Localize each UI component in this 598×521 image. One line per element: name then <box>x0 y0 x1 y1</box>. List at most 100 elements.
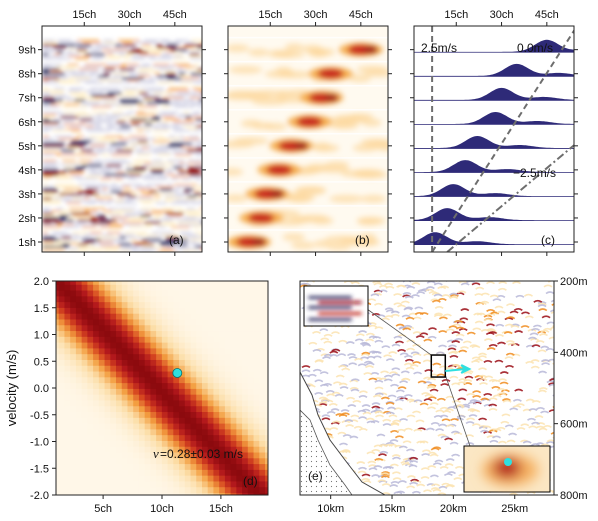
misfit-cell <box>196 411 203 418</box>
misfit-cell <box>138 457 146 465</box>
misfit-cell <box>253 492 261 495</box>
misfit-cell <box>127 422 135 430</box>
misfit-cell <box>173 486 181 493</box>
amplitude-envelope <box>414 136 574 149</box>
misfit-cell <box>161 457 169 465</box>
misfit-cell <box>98 463 106 470</box>
misfit-cell <box>259 393 266 401</box>
trace-segment <box>187 166 202 169</box>
misfit-cell <box>110 376 118 384</box>
misfit-cell <box>265 411 268 418</box>
misfit-cell <box>224 486 232 493</box>
energy-haze <box>248 48 270 57</box>
misfit-cell <box>64 411 72 418</box>
trace-segment <box>198 99 202 102</box>
reflector-segment <box>553 472 554 475</box>
trace-segment <box>76 113 92 116</box>
misfit-cell <box>190 301 198 308</box>
misfit-cell <box>75 306 83 314</box>
misfit-cell <box>259 335 266 343</box>
misfit-cell <box>144 457 152 465</box>
misfit-cell <box>110 486 118 493</box>
misfit-cell <box>70 301 77 308</box>
misfit-cell <box>224 382 232 389</box>
misfit-cell <box>230 301 238 308</box>
trace-segment <box>42 214 59 217</box>
misfit-cell <box>75 428 83 436</box>
trace-segment <box>173 166 183 169</box>
trace-segment <box>68 89 81 92</box>
misfit-cell <box>184 306 192 314</box>
misfit-cell <box>121 295 129 303</box>
misfit-cell <box>144 463 152 470</box>
misfit-cell <box>173 416 181 424</box>
misfit-cell <box>161 393 169 401</box>
trace-segment <box>91 120 113 123</box>
reflector-segment <box>406 485 416 489</box>
misfit-cell <box>201 468 209 476</box>
reflector-segment <box>433 282 443 286</box>
misfit-cell <box>224 492 232 495</box>
reflector-segment <box>449 296 459 300</box>
trace-segment <box>72 231 89 234</box>
misfit-cell <box>167 382 175 389</box>
misfit-cell <box>247 289 255 297</box>
reflector-segment <box>489 294 499 298</box>
misfit-cell <box>265 353 268 360</box>
reflector-segment <box>367 460 377 464</box>
misfit-cell <box>127 358 135 366</box>
reflector-segment <box>345 341 355 345</box>
trace-segment <box>66 51 73 53</box>
reflector-segment <box>349 379 359 383</box>
trace-segment <box>175 68 183 70</box>
panel-d-x-tick-labels: 5ch 10ch 15ch <box>94 503 233 515</box>
misfit-cell <box>179 295 186 303</box>
misfit-cell <box>259 399 266 407</box>
trace-segment <box>160 125 180 128</box>
misfit-cell <box>75 335 83 343</box>
trace-segment <box>141 63 152 66</box>
reflector-segment <box>415 419 425 423</box>
misfit-cell <box>127 428 135 436</box>
trace-segment <box>95 46 110 49</box>
trace-segment <box>42 79 49 82</box>
misfit-cell <box>75 416 83 424</box>
reflector-segment <box>411 490 421 494</box>
misfit-cell <box>219 387 226 395</box>
reflector-segment <box>540 345 550 349</box>
misfit-cell <box>207 324 215 332</box>
misfit-cell <box>116 382 123 389</box>
misfit-cell <box>127 283 135 291</box>
reflector-segment <box>361 342 371 346</box>
trace-segment <box>140 87 165 90</box>
misfit-cell <box>156 451 163 459</box>
velocity-line-0.0 <box>431 28 574 252</box>
reflector-segment <box>320 337 330 341</box>
reflector-segment <box>497 341 506 345</box>
trace-segment <box>128 173 142 176</box>
misfit-cell <box>247 439 255 447</box>
misfit-cell <box>127 301 135 308</box>
misfit-cell <box>98 492 106 495</box>
panel-d-y-tick-label: -2.0 <box>30 490 49 502</box>
misfit-cell <box>98 376 106 384</box>
trace-segment <box>94 140 116 142</box>
misfit-cell <box>259 439 266 447</box>
misfit-cell <box>196 492 203 495</box>
reflector-segment <box>417 289 427 293</box>
reflector-segment <box>483 318 493 322</box>
misfit-cell <box>121 411 129 418</box>
misfit-cell <box>150 445 158 453</box>
misfit-cell <box>58 301 66 308</box>
misfit-cell <box>121 474 129 482</box>
misfit-cell <box>207 439 215 447</box>
shot-tick-label: 9sh <box>18 45 36 57</box>
misfit-cell <box>58 318 66 326</box>
misfit-cell <box>184 358 192 366</box>
misfit-cell <box>110 341 118 349</box>
trace-segment <box>146 103 159 106</box>
misfit-cell <box>144 341 152 349</box>
trace-segment <box>164 197 182 200</box>
panel-e-ticks <box>330 280 558 499</box>
trace-segment <box>89 231 103 234</box>
